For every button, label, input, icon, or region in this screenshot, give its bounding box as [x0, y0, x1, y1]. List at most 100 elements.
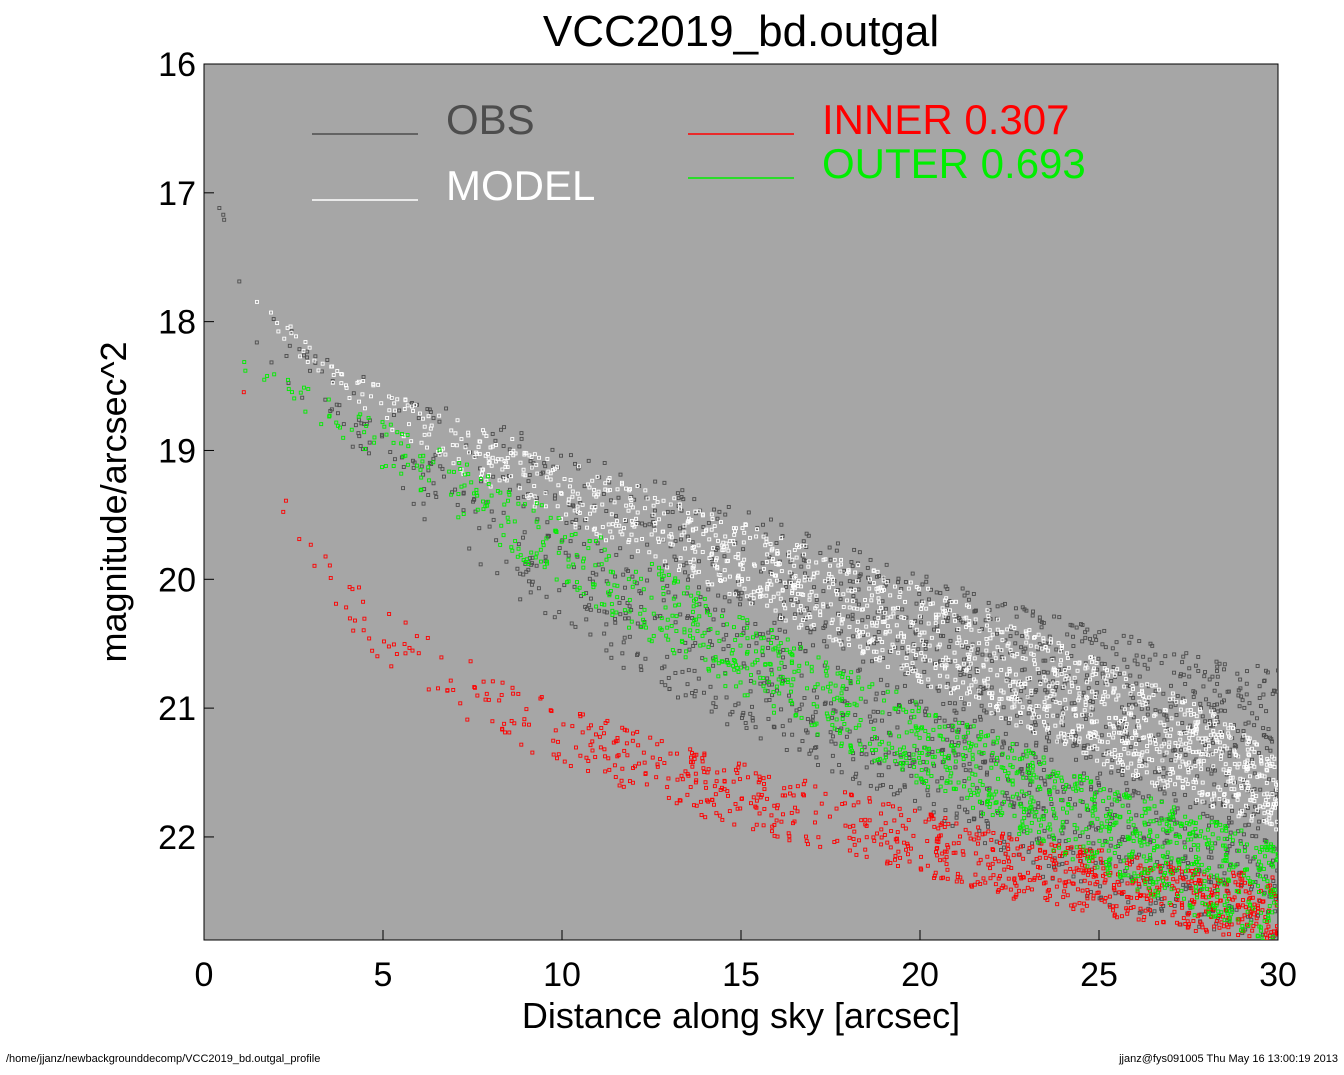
data-point [1137, 639, 1142, 644]
data-point [735, 574, 740, 579]
data-point [850, 564, 855, 569]
data-point [811, 643, 815, 648]
data-point [626, 540, 631, 545]
data-point [1052, 692, 1057, 697]
data-point [620, 480, 624, 485]
data-point [1012, 626, 1017, 630]
data-point [578, 500, 583, 505]
data-point [1228, 735, 1233, 740]
data-point [984, 772, 989, 777]
data-point [471, 499, 476, 504]
data-point [1154, 747, 1159, 752]
data-point [1114, 640, 1119, 645]
data-point [1127, 640, 1132, 645]
data-point [849, 589, 854, 594]
data-point [767, 554, 772, 559]
data-point [613, 574, 618, 579]
data-point [494, 443, 498, 447]
data-point [1066, 665, 1071, 670]
data-point [972, 816, 977, 821]
data-point [1255, 742, 1259, 747]
data-point [929, 635, 934, 640]
data-point [1013, 641, 1018, 646]
data-point [636, 743, 641, 748]
data-point [962, 616, 967, 621]
data-point [528, 459, 533, 464]
data-point [1034, 714, 1039, 719]
data-point [857, 667, 862, 672]
data-point [871, 581, 876, 585]
data-point [1202, 674, 1207, 679]
data-point [1036, 632, 1041, 637]
series-layer [217, 206, 1278, 940]
data-point [746, 775, 750, 780]
data-point [506, 473, 511, 478]
data-point [1203, 736, 1208, 741]
data-point [412, 460, 417, 465]
data-point [1209, 709, 1214, 714]
data-point [753, 771, 758, 776]
data-point [1141, 654, 1146, 659]
data-point [678, 612, 683, 617]
data-point [1012, 679, 1017, 684]
data-point [797, 747, 802, 752]
data-point [361, 628, 366, 633]
data-point [426, 493, 431, 497]
data-point [620, 532, 625, 537]
data-point [1095, 735, 1100, 740]
data-point [995, 704, 1000, 708]
data-point [1035, 667, 1040, 672]
data-point [1130, 735, 1135, 740]
data-point [529, 455, 534, 460]
data-point [764, 698, 769, 703]
data-point [988, 866, 993, 871]
data-point [1137, 674, 1142, 679]
data-point [937, 715, 942, 720]
data-point [1151, 693, 1156, 697]
data-point [945, 843, 950, 848]
data-point [1203, 742, 1207, 747]
data-point [1069, 701, 1074, 706]
data-point [477, 451, 482, 456]
data-point [884, 580, 889, 585]
data-point [1096, 890, 1101, 895]
data-point [1125, 738, 1130, 743]
data-point [1183, 882, 1188, 887]
data-point [851, 594, 856, 598]
data-point [1005, 672, 1009, 677]
data-point [802, 574, 807, 579]
data-point [574, 745, 578, 750]
data-point [731, 779, 736, 784]
data-point [458, 701, 463, 706]
data-point [369, 394, 373, 399]
data-point [663, 563, 667, 567]
data-point [855, 619, 860, 624]
data-point [688, 560, 693, 564]
data-point [1069, 680, 1074, 685]
data-point [799, 623, 804, 628]
data-point [922, 630, 927, 635]
data-point [1248, 913, 1253, 918]
data-point [330, 380, 335, 385]
data-point [1262, 679, 1267, 684]
data-point [1153, 683, 1158, 688]
data-point [876, 586, 881, 591]
data-point [995, 627, 1000, 632]
data-point [989, 837, 994, 842]
data-point [1074, 625, 1079, 630]
data-point [1007, 696, 1012, 701]
data-point [642, 760, 647, 765]
data-point [350, 587, 355, 592]
data-point [640, 537, 645, 541]
data-point [990, 861, 995, 866]
data-point [1238, 776, 1243, 781]
data-point [874, 691, 879, 696]
data-point [1240, 737, 1245, 742]
data-point [1172, 747, 1177, 752]
data-point [614, 552, 619, 557]
data-point [1123, 677, 1128, 681]
data-point [1068, 867, 1073, 871]
data-point [1141, 694, 1146, 699]
data-point [1266, 924, 1271, 929]
data-point [673, 671, 678, 675]
